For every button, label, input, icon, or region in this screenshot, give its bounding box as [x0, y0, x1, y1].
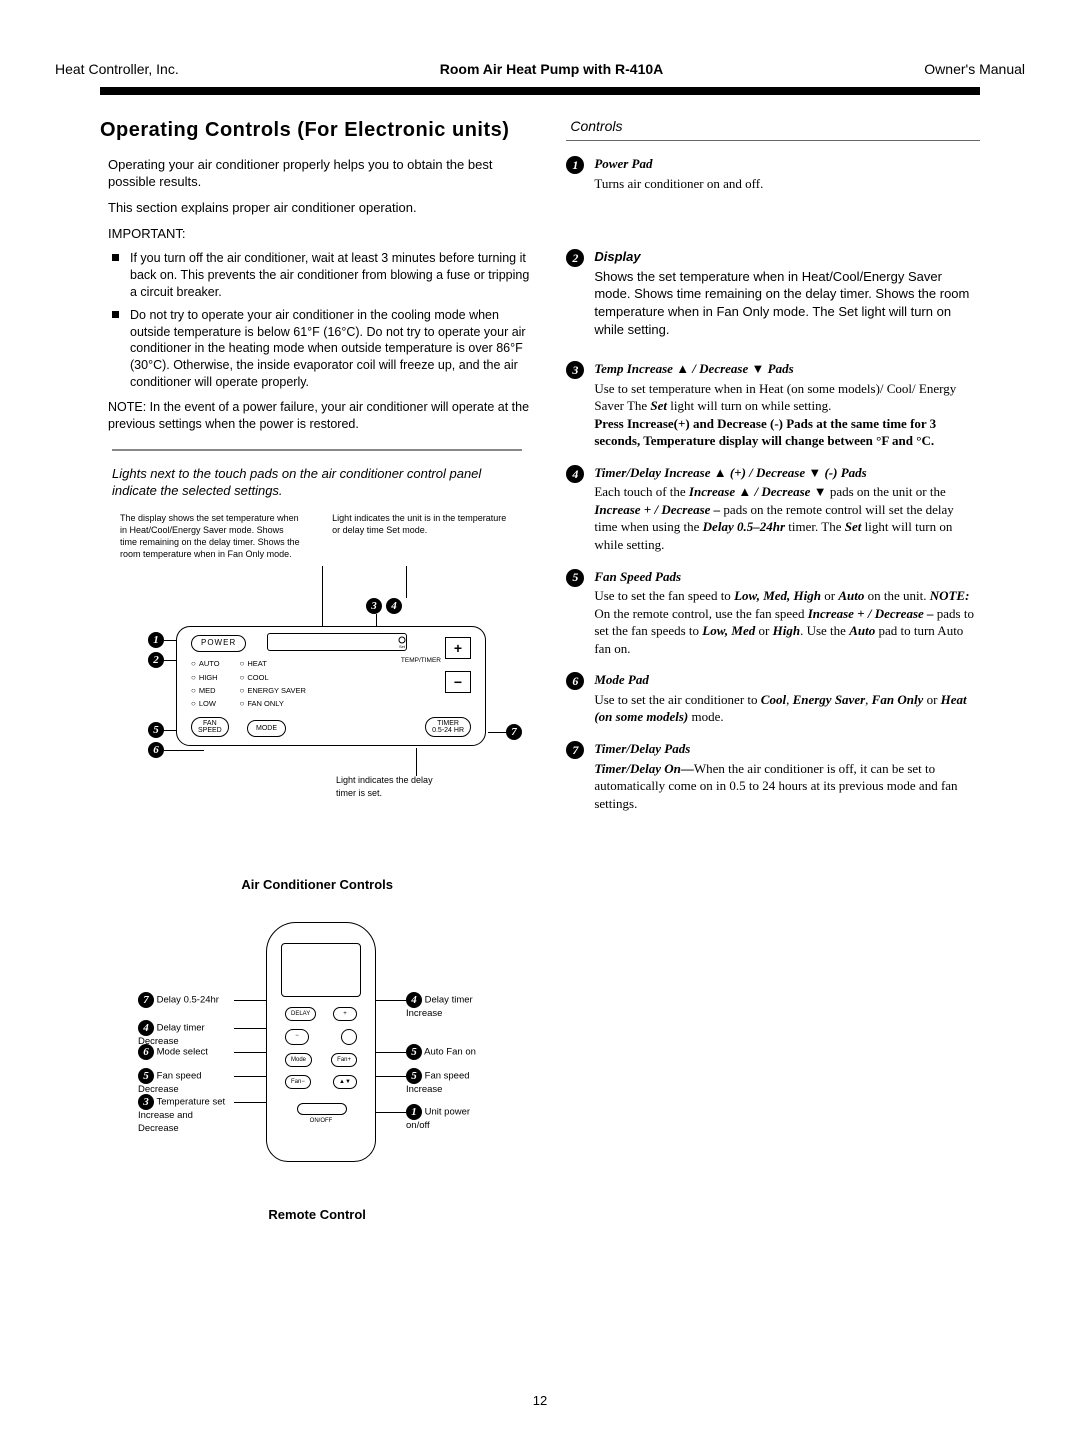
remote-right-label-2: 5 Fan speed Increase — [406, 1068, 496, 1097]
controls-rule — [566, 140, 980, 142]
remote-right-label-1: 5 Auto Fan on — [406, 1044, 496, 1060]
remote-delay-plus: + — [333, 1007, 357, 1021]
control-item-2: 2 Display Shows the set temperature when i… — [566, 248, 980, 338]
control-panel: POWER Set AUTO HEAT HIGH COOL MED ENERGY… — [176, 626, 486, 746]
section-rule — [112, 449, 522, 451]
bullet-2: Do not try to operate your air condition… — [108, 307, 534, 391]
lights-intro: Lights next to the touch pads on the air… — [100, 465, 534, 512]
plus-button: + — [445, 637, 471, 659]
control-item-1: 1 Power Pad Turns air conditioner on and o… — [566, 155, 980, 192]
control-item-7: 7 Timer/Delay Pads Timer/Delay On—When the… — [566, 740, 980, 812]
remote-fan-plus: Fan+ — [331, 1053, 357, 1067]
bullet-1: If you turn off the air conditioner, wai… — [108, 250, 534, 301]
controls-header: Controls — [566, 117, 980, 136]
remote-onoff-btn — [297, 1103, 347, 1115]
control-num-6: 6 — [566, 672, 584, 690]
control-title-7: Timer/Delay Pads — [594, 741, 690, 756]
remote-body: DELAY + − Mode Fan+ Fan− ▲▼ ON/OFF — [266, 922, 376, 1162]
fan-speed-button: FANSPEED — [191, 717, 229, 737]
callout-1: 1 — [148, 632, 164, 648]
callout-6: 6 — [148, 742, 164, 758]
control-num-3: 3 — [566, 361, 584, 379]
remote-diagram: DELAY + − Mode Fan+ Fan− ▲▼ ON/OFF — [106, 912, 528, 1202]
intro-p2: This section explains proper air conditi… — [100, 199, 534, 217]
panel-cap-left: The display shows the set temperature wh… — [120, 512, 302, 561]
control-title-3: Temp Increase ▲ / Decrease ▼ Pads — [594, 361, 793, 376]
controls-list: 1 Power Pad Turns air conditioner on and o… — [566, 155, 980, 812]
control-num-5: 5 — [566, 569, 584, 587]
control-num-4: 4 — [566, 465, 584, 483]
svg-text:Set: Set — [399, 644, 406, 648]
remote-left-label-0: 7 Delay 0.5-24hr — [138, 992, 228, 1008]
mode-lights: AUTO HEAT HIGH COOL MED ENERGY SAVER LOW… — [191, 659, 306, 710]
panel-cap-right: Light indicates the unit is in the tempe… — [332, 512, 514, 561]
control-title-6: Mode Pad — [594, 672, 649, 687]
minus-button: − — [445, 671, 471, 693]
remote-delay-minus: − — [285, 1029, 309, 1045]
control-body-6: Use to set the air conditioner to Cool, … — [594, 691, 980, 726]
callout-4: 4 — [386, 598, 402, 614]
remote-left-label-3: 5 Fan speed Decrease — [138, 1068, 228, 1097]
header-left: Heat Controller, Inc. — [55, 60, 179, 79]
left-column: Operating Controls (For Electronic units… — [100, 117, 534, 1242]
header-center: Room Air Heat Pump with R-410A — [440, 60, 664, 79]
intro-block: Operating your air conditioner properly … — [100, 156, 534, 433]
control-item-6: 6 Mode Pad Use to set the air conditioner … — [566, 671, 980, 726]
remote-title: Remote Control — [100, 1206, 534, 1224]
temp-timer-label: TEMP/TIMER — [401, 657, 441, 666]
important-label: IMPORTANT: — [100, 225, 534, 243]
intro-note: NOTE: In the event of a power failure, y… — [100, 399, 534, 433]
page-number: 12 — [55, 1392, 1025, 1410]
control-body-3: Use to set temperature when in Heat (on … — [594, 380, 980, 450]
power-button: POWER — [191, 635, 246, 652]
control-item-3: 3 Temp Increase ▲ / Decrease ▼ Pads Use to… — [566, 360, 980, 450]
display-window: Set — [267, 633, 407, 651]
page-title: Operating Controls (For Electronic units… — [100, 117, 534, 144]
control-item-4: 4 Timer/Delay Increase ▲ (+) / Decrease ▼… — [566, 464, 980, 554]
control-body-5: Use to set the fan speed to Low, Med, Hi… — [594, 587, 980, 657]
control-body-2: Shows the set temperature when in Heat/C… — [594, 268, 980, 338]
page-header: Heat Controller, Inc. Room Air Heat Pump… — [55, 60, 1025, 79]
remote-left-label-2: 6 Mode select — [138, 1044, 228, 1060]
control-num-1: 1 — [566, 156, 584, 174]
top-rule — [100, 87, 980, 95]
control-body-7: Timer/Delay On—When the air conditioner … — [594, 760, 980, 813]
remote-fan-minus: Fan− — [285, 1075, 311, 1089]
control-title-5: Fan Speed Pads — [594, 569, 681, 584]
control-title-4: Timer/Delay Increase ▲ (+) / Decrease ▼ … — [594, 465, 866, 480]
remote-right-label-0: 4 Delay timer Increase — [406, 992, 496, 1021]
remote-auto-btn — [341, 1029, 357, 1045]
remote-temp-btn: ▲▼ — [333, 1075, 357, 1089]
callout-2: 2 — [148, 652, 164, 668]
control-body-1: Turns air conditioner on and off. — [594, 175, 980, 193]
header-right: Owner's Manual — [924, 60, 1025, 79]
callout-7: 7 — [506, 724, 522, 740]
control-item-5: 5 Fan Speed Pads Use to set the fan speed … — [566, 568, 980, 658]
panel-title: Air Conditioner Controls — [100, 876, 534, 894]
control-body-4: Each touch of the Increase ▲ / Decrease … — [594, 483, 980, 553]
timer-button: TIMER0.5-24 HR — [425, 717, 471, 737]
remote-left-label-4: 3 Temperature set Increase and Decrease — [138, 1094, 228, 1136]
control-num-7: 7 — [566, 741, 584, 759]
callout-5: 5 — [148, 722, 164, 738]
panel-diagram: 1 2 5 6 3 4 7 POWER Set — [106, 566, 528, 866]
remote-screen — [281, 943, 361, 997]
panel-top-captions: The display shows the set temperature wh… — [100, 512, 534, 567]
mode-button: MODE — [247, 720, 286, 737]
callout-3: 3 — [366, 598, 382, 614]
remote-mode-btn: Mode — [285, 1053, 312, 1067]
remote-delay-btn: DELAY — [285, 1007, 316, 1021]
control-num-2: 2 — [566, 249, 584, 267]
panel-sub-caption: Light indicates the delay timer is set. — [336, 774, 446, 798]
remote-right-label-3: 1 Unit power on/off — [406, 1104, 496, 1133]
control-title-2: Display — [594, 249, 640, 264]
right-column: Controls 1 Power Pad Turns air conditioner… — [566, 117, 980, 1242]
control-title-1: Power Pad — [594, 156, 652, 171]
intro-p1: Operating your air conditioner properly … — [100, 156, 534, 191]
